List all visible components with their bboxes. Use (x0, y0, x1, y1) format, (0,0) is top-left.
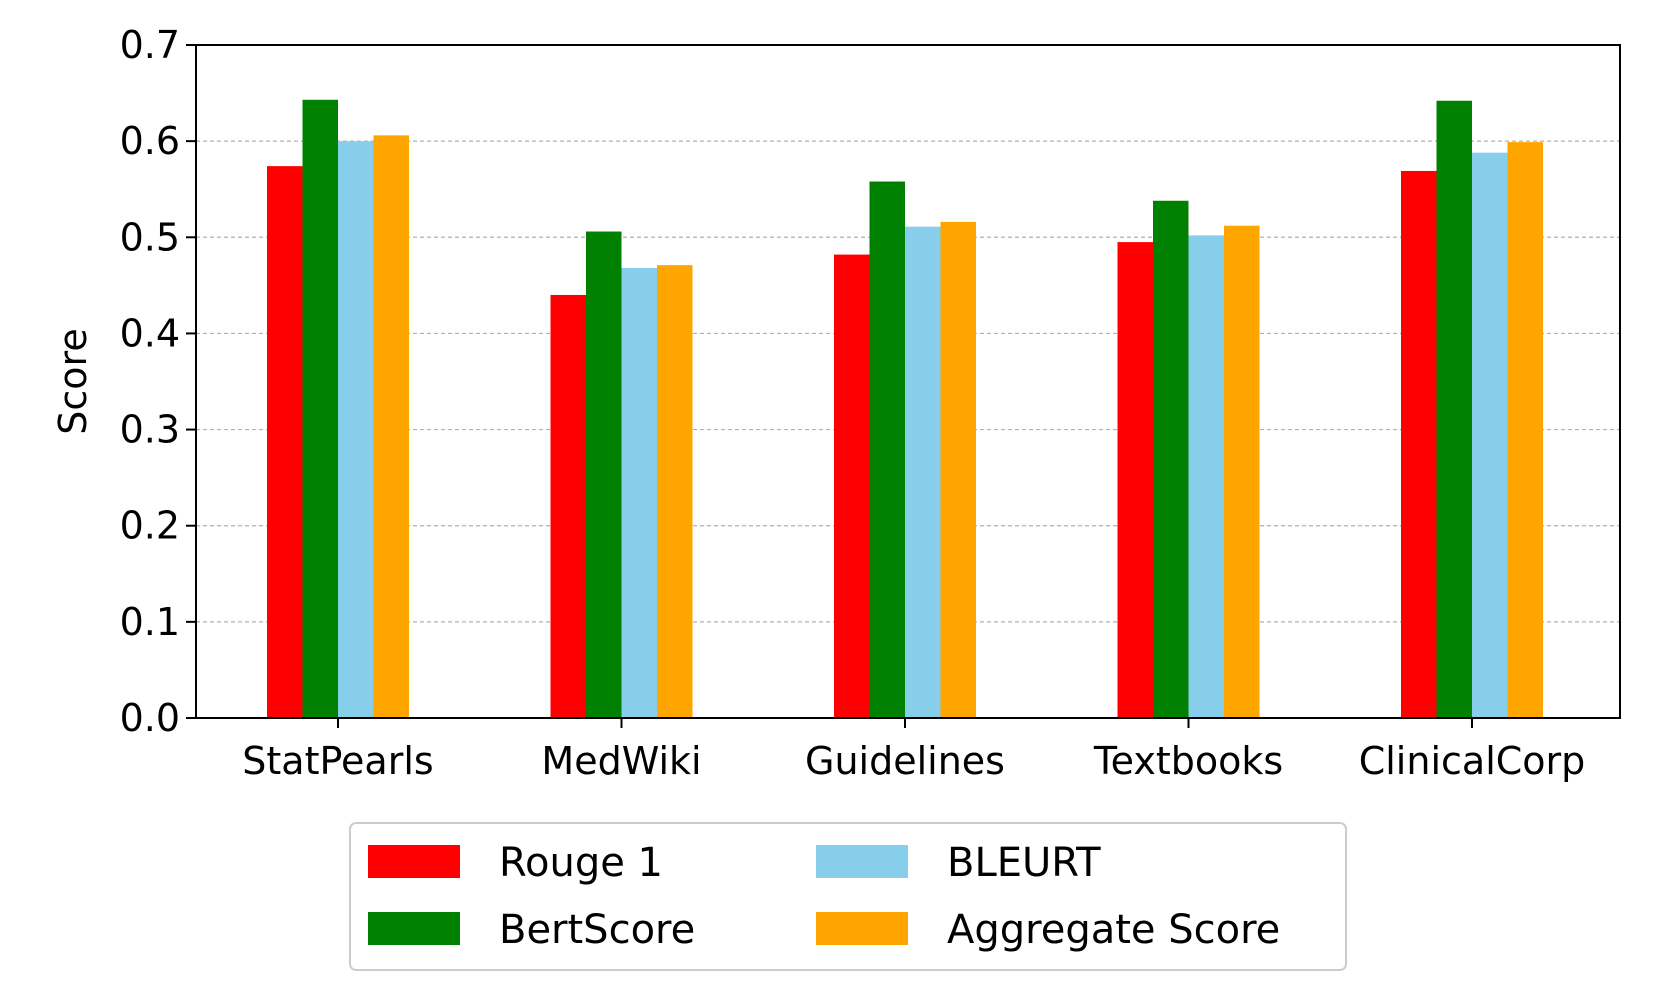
bar-bleurt (338, 141, 374, 719)
bar-bleurt (1188, 235, 1224, 718)
bar-bertscore (586, 231, 622, 718)
legend-label: BLEURT (947, 840, 1101, 886)
bar-aggregate-score (1507, 142, 1543, 719)
legend-frame (349, 822, 1347, 971)
x-tick-label: MedWiki (541, 739, 701, 783)
y-axis-ticks: 0.0 0.1 0.2 0.3 0.4 0.5 0.6 0.7 (120, 23, 196, 740)
bar-aggregate-score (940, 221, 976, 718)
bar-rouge-1 (1117, 242, 1153, 719)
legend-label: Rouge 1 (499, 840, 663, 886)
legend-swatch (816, 912, 908, 945)
grid-lines (196, 140, 1620, 623)
plot-frame (195, 44, 1621, 719)
legend-label: BertScore (499, 907, 695, 953)
x-tick-label: Textbooks (1093, 739, 1283, 783)
x-tick-label: ClinicalCorp (1359, 739, 1586, 783)
y-tick-label: 0.1 (120, 600, 180, 644)
y-tick-label: 0.4 (120, 311, 180, 355)
bar-bertscore (1153, 200, 1189, 718)
bars (267, 99, 1543, 719)
y-tick-label: 0.2 (120, 504, 180, 548)
bar-bertscore (302, 99, 338, 718)
legend: Rouge 1 BertScore BLEURT Aggregate Score (349, 822, 1347, 971)
legend-label: Aggregate Score (947, 907, 1280, 953)
x-axis-ticks: StatPearls MedWiki Guidelines Textbooks Clin… (242, 718, 1585, 783)
bar-bleurt (905, 226, 941, 718)
bar-bertscore (869, 181, 905, 719)
y-tick-label: 0.7 (120, 23, 180, 67)
bar-bertscore (1436, 100, 1472, 718)
x-tick-label: StatPearls (242, 739, 433, 783)
bar-rouge-1 (267, 166, 303, 718)
bar-aggregate-score (373, 135, 409, 719)
y-axis-label: Score (51, 328, 95, 434)
y-tick-label: 0.5 (120, 215, 180, 259)
y-tick-label: 0.0 (120, 696, 180, 740)
legend-swatch (368, 912, 460, 945)
bar-rouge-1 (550, 294, 586, 718)
bar-aggregate-score (1224, 225, 1260, 718)
bar-aggregate-score (657, 265, 693, 718)
bar-bleurt (621, 268, 657, 718)
legend-swatch (368, 845, 460, 878)
bar-bleurt (1472, 152, 1508, 718)
bar-rouge-1 (834, 254, 870, 718)
legend-swatch (816, 845, 908, 878)
x-tick-label: Guidelines (805, 739, 1005, 783)
bar-rouge-1 (1401, 170, 1437, 718)
y-tick-label: 0.6 (120, 119, 180, 163)
y-tick-label: 0.3 (120, 408, 180, 452)
